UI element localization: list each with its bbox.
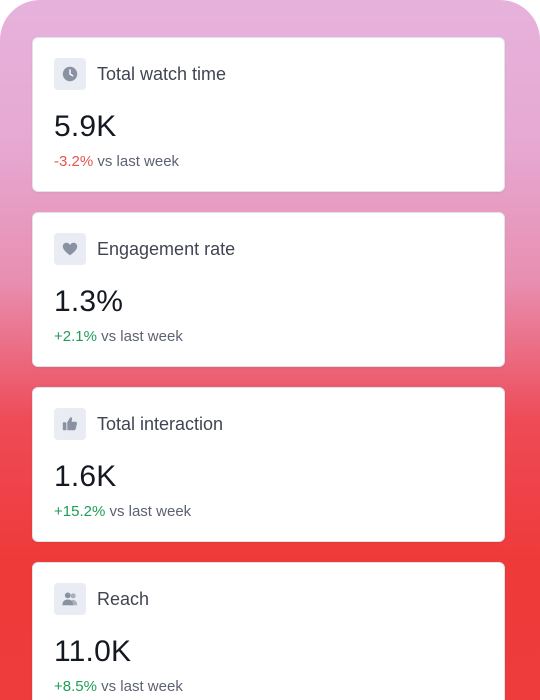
metric-delta-line: +2.1% vs last week <box>54 328 183 345</box>
thumbs-up-icon <box>54 408 86 440</box>
metric-delta: -3.2% <box>54 153 94 170</box>
card-header: Total interaction <box>54 408 223 440</box>
card-header: Reach <box>54 583 149 615</box>
clock-icon <box>54 58 86 90</box>
card-header: Engagement rate <box>54 233 235 265</box>
metric-delta-line: +15.2% vs last week <box>54 503 191 520</box>
card-title: Reach <box>97 588 150 609</box>
users-icon <box>54 583 86 615</box>
metric-value: 1.3% <box>54 285 124 318</box>
metric-delta-line: +8.5% vs last week <box>54 678 183 695</box>
metric-card-total-watch-time: Total watch time 5.9K -3.2% vs last week <box>32 37 505 192</box>
card-title: Total watch time <box>97 63 227 84</box>
metric-delta-line: -3.2% vs last week <box>54 153 179 170</box>
delta-suffix: vs last week <box>93 153 180 170</box>
card-header: Total watch time <box>54 58 226 90</box>
delta-suffix: vs last week <box>105 503 192 520</box>
delta-suffix: vs last week <box>96 328 183 345</box>
card-title: Engagement rate <box>97 238 236 259</box>
metric-card-engagement-rate: Engagement rate 1.3% +2.1% vs last week <box>32 212 505 367</box>
metric-value: 1.6K <box>54 460 117 493</box>
card-title: Total interaction <box>97 413 224 434</box>
metric-value: 5.9K <box>54 110 117 143</box>
metric-delta: +8.5% <box>54 678 97 695</box>
metric-card-total-interaction: Total interaction 1.6K +15.2% vs last we… <box>32 387 505 542</box>
metric-card-reach: Reach 11.0K +8.5% vs last week <box>32 562 505 700</box>
metric-card-list: Total watch time 5.9K -3.2% vs last week… <box>32 37 505 700</box>
metric-delta: +15.2% <box>54 503 106 520</box>
heart-icon <box>54 233 86 265</box>
metric-value: 11.0K <box>54 635 132 668</box>
delta-suffix: vs last week <box>96 678 183 695</box>
metric-delta: +2.1% <box>54 328 97 345</box>
